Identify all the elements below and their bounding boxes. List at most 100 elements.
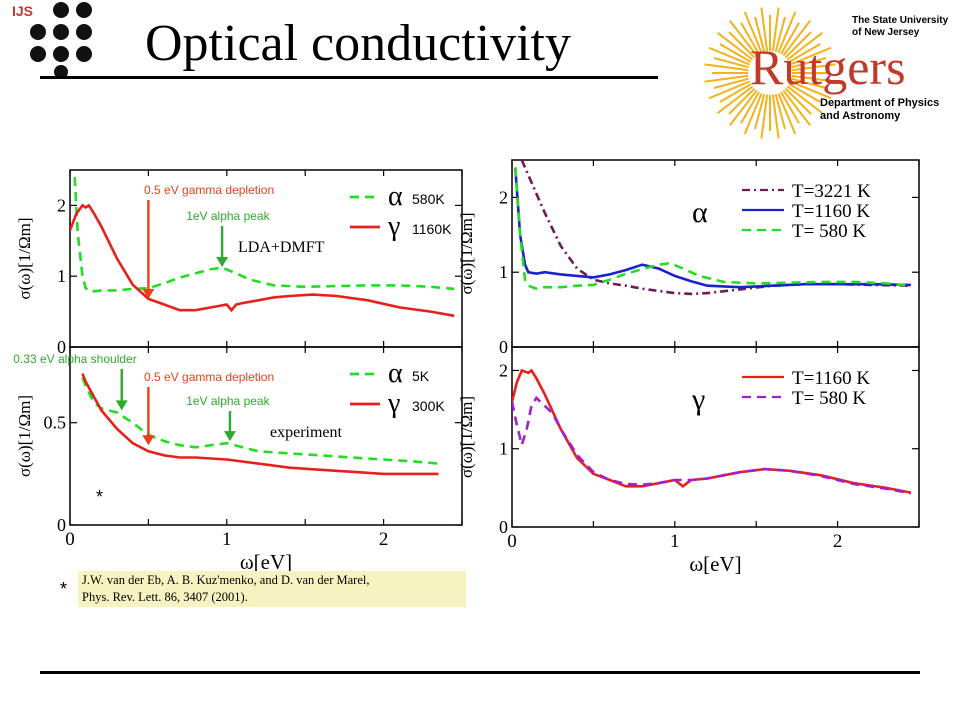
page-title: Optical conductivity: [145, 15, 572, 72]
sunburst-ray: [729, 20, 758, 57]
sunburst-ray: [782, 89, 811, 126]
sunburst-ray: [717, 85, 754, 114]
sunburst-ray: [743, 11, 763, 54]
citation-marker-in-plot: *: [96, 487, 103, 507]
x-axis-label: ω[eV]: [240, 550, 292, 574]
inset-label: LDA+DMFT: [238, 239, 325, 256]
sunburst-ray: [789, 46, 832, 66]
sunburst-ray: [780, 91, 800, 124]
sunburst-ray: [774, 16, 786, 53]
series-line-blue: [514, 167, 911, 289]
legend-text: 580K: [412, 191, 445, 207]
legend-text: T= 580 K: [792, 388, 866, 409]
legend-symbol: γ: [387, 388, 400, 419]
sunburst-ray: [740, 91, 760, 124]
sunburst-ray: [786, 32, 823, 61]
plot-frame: [69, 346, 463, 526]
sunburst-ray: [791, 63, 836, 72]
y-tick-label: 0: [499, 517, 508, 537]
legend-text: T= 580 K: [792, 221, 866, 242]
annotation-text: 1eV alpha peak: [186, 394, 270, 408]
sunburst-ray: [771, 94, 780, 139]
sunburst-ray: [708, 46, 751, 66]
chart-left-bottom: 0 0.5 0 1 2 σ(ω)[1/Ωm] ω[eV] α 5K γ 300K experiment…: [13, 346, 463, 574]
y-tick-label: 2: [499, 360, 508, 380]
series-line-red: [81, 373, 439, 476]
sunburst-ray: [788, 43, 821, 63]
chart-right-bottom: 0 1 2 0 1 2 σ(ω)[1/Ωm] ω[eV] T=1160 KT= 580 K γ: [457, 346, 920, 576]
y-tick-label: 2: [57, 195, 66, 215]
y-axis-label: σ(ω)[1/Ωm]: [457, 396, 476, 478]
series-line-red: [70, 203, 455, 318]
sunburst-ray: [728, 31, 756, 59]
sunburst-ray: [790, 57, 827, 69]
rutgers-state-label: The State University of New Jersey: [852, 15, 949, 38]
sunburst-ray: [719, 43, 752, 63]
sunburst-ray: [784, 31, 812, 59]
x-tick-label: 0: [507, 531, 517, 552]
footer-rule: [40, 671, 920, 674]
legend-text: 300K: [412, 398, 445, 414]
legend-text: 1160K: [412, 221, 452, 237]
series-line-green: [73, 177, 455, 294]
sunburst-ray: [791, 74, 836, 83]
citation-line-1: J.W. van der Eb, A. B. Kuz'menko, and D.…: [82, 573, 370, 587]
annotation-arrowhead: [142, 288, 155, 299]
sunburst-ray: [740, 22, 760, 55]
plot-frame: [511, 346, 920, 528]
y-axis-label: σ(ω)[1/Ωm]: [15, 217, 34, 299]
legend-text: T=1160 K: [792, 368, 870, 389]
citation-box: J.W. van der Eb, A. B. Kuz'menko, and D.…: [78, 571, 466, 607]
sunburst-ray: [786, 85, 823, 114]
title-rule: [40, 76, 658, 79]
sunburst-ray: [782, 20, 811, 57]
phase-label: α: [692, 196, 708, 229]
sunburst-ray: [760, 94, 769, 139]
sunburst-ray: [713, 77, 750, 89]
chart-left-top: 0 1 2 σ(ω)[1/Ωm] α 580K γ 1160K LDA+DMFT 0.5 eV g…: [15, 169, 463, 357]
ijs-label: IJS: [12, 3, 34, 19]
phase-label: γ: [691, 383, 705, 416]
sunburst-ray: [717, 32, 754, 61]
sunburst-ray: [754, 16, 766, 53]
y-tick-label: 1: [499, 439, 508, 459]
sunburst-ray: [774, 93, 786, 130]
annotation-text: 0.5 eV gamma depletion: [144, 370, 274, 384]
chart-right-top: 0 1 2 σ(ω)[1/Ωm] T=3221 KT=1160 KT= 580 K α: [457, 159, 920, 357]
annotation-arrowhead: [115, 400, 128, 411]
series-line-violet: [512, 395, 912, 495]
x-tick-label: 2: [833, 531, 843, 552]
sunburst-ray: [719, 83, 752, 103]
y-tick-label: 1: [499, 262, 508, 282]
series-line-green: [514, 167, 912, 291]
legend-text: 5K: [412, 368, 430, 384]
sunburst-ray: [790, 77, 827, 89]
y-tick-label: 0: [499, 337, 508, 357]
sunburst-ray: [788, 83, 821, 103]
ijs-logo-icon: [30, 2, 92, 79]
sunburst-ray: [704, 74, 749, 83]
y-tick-label: 0.5: [44, 413, 67, 433]
legend-text: T=3221 K: [792, 181, 871, 202]
annotation-text: 0.33 eV alpha shoulder: [13, 352, 136, 366]
inset-label: experiment: [270, 424, 343, 441]
sunburst-ray: [708, 80, 751, 100]
x-axis-label: ω[eV]: [689, 552, 741, 576]
sunburst-ray: [780, 22, 800, 55]
citation-line-2: Phys. Rev. Lett. 86, 3407 (2001).: [82, 590, 248, 604]
sunburst-ray: [760, 7, 769, 52]
annotation-arrowhead: [216, 256, 229, 267]
sunburst-ray: [713, 57, 750, 69]
sunburst-ray: [777, 92, 797, 135]
x-tick-label: 1: [670, 531, 680, 552]
sunburst-ray: [789, 80, 832, 100]
sunburst-ray: [784, 87, 812, 115]
sunburst-ray: [728, 87, 756, 115]
rutgers-wordmark: Rutgers: [750, 39, 906, 95]
x-tick-label: 0: [65, 529, 75, 550]
rutgers-sunburst-icon: [704, 7, 836, 139]
sunburst-ray: [777, 11, 797, 54]
y-tick-label: 0: [57, 337, 66, 357]
rutgers-department: Department of Physics and Astronomy: [820, 97, 940, 122]
